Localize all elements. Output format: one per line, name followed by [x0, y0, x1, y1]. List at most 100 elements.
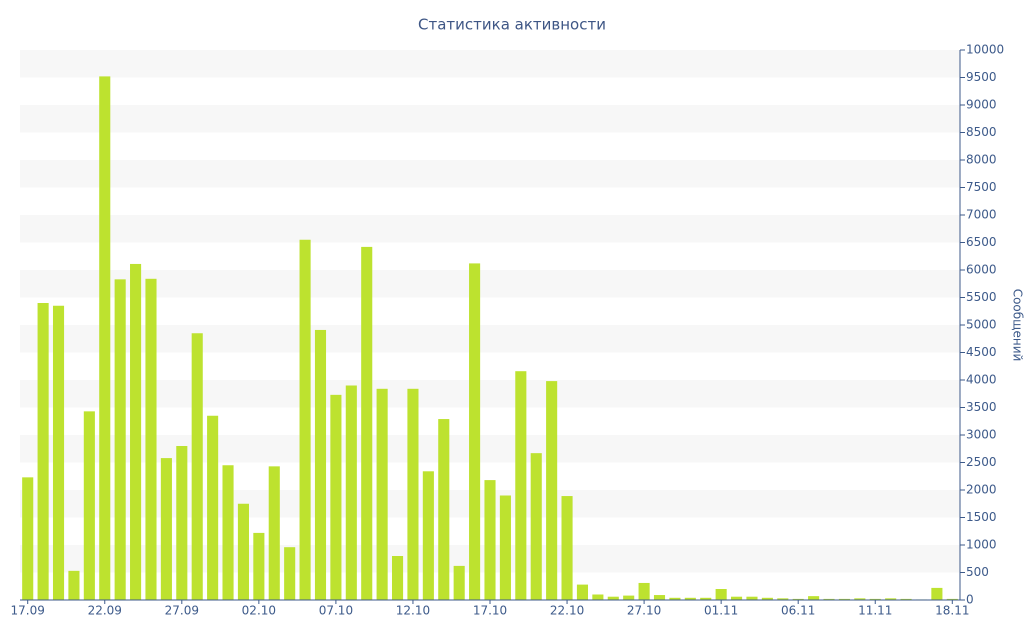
bar — [885, 598, 897, 600]
x-tick-label: 06.11 — [781, 604, 815, 618]
bar — [345, 385, 357, 600]
y-tick-label: 0 — [966, 593, 974, 607]
bar — [99, 76, 111, 600]
y-tick-label: 7500 — [966, 180, 997, 194]
bar — [530, 453, 542, 600]
grid-band — [20, 270, 960, 298]
y-tick-label: 2500 — [966, 455, 997, 469]
bar — [237, 503, 249, 600]
bar — [499, 495, 511, 600]
bar — [253, 532, 265, 600]
bar — [376, 388, 388, 600]
bar — [299, 239, 311, 600]
bar — [546, 381, 558, 600]
bar — [653, 595, 666, 600]
bar — [684, 597, 696, 600]
bar — [207, 415, 219, 600]
bar — [777, 598, 789, 600]
bar — [37, 303, 49, 600]
grid-band — [20, 380, 960, 408]
bar — [869, 598, 881, 600]
bar — [808, 596, 820, 600]
bar — [160, 458, 172, 600]
bar — [746, 596, 758, 600]
bar — [391, 556, 404, 600]
x-tick-label: 17.10 — [473, 604, 507, 618]
y-tick-label: 9500 — [966, 70, 997, 84]
bar — [669, 597, 681, 600]
x-tick-label: 22.10 — [550, 604, 584, 618]
bar — [68, 570, 80, 600]
bar — [931, 587, 943, 600]
bar — [284, 547, 296, 600]
bar — [792, 598, 804, 600]
bar — [314, 329, 327, 600]
bar — [191, 333, 203, 600]
bar — [715, 589, 727, 600]
y-tick-label: 8000 — [966, 153, 997, 167]
bar — [761, 597, 773, 600]
x-tick-label: 27.10 — [627, 604, 661, 618]
bar — [407, 388, 419, 600]
grid-band — [20, 325, 960, 353]
y-tick-label: 8500 — [966, 125, 997, 139]
bar — [453, 565, 465, 600]
bar — [900, 598, 912, 600]
y-tick-label: 1500 — [966, 510, 997, 524]
y-tick-label: 3500 — [966, 400, 997, 414]
bar — [823, 598, 835, 600]
bar — [268, 466, 280, 600]
y-tick-label: 3000 — [966, 428, 997, 442]
y-tick-label: 6000 — [966, 263, 997, 277]
bar — [361, 246, 373, 600]
y-tick-label: 5000 — [966, 318, 997, 332]
x-tick-label: 01.11 — [704, 604, 738, 618]
bar — [422, 471, 434, 600]
x-tick-label: 18.11 — [935, 604, 969, 618]
x-tick-label: 07.10 — [319, 604, 353, 618]
bar — [484, 480, 496, 600]
grid-band — [20, 50, 960, 78]
bar — [731, 596, 743, 600]
y-tick-label: 10000 — [966, 43, 1004, 57]
y-tick-label: 7000 — [966, 208, 997, 222]
bar — [515, 371, 527, 600]
bar — [700, 597, 712, 600]
x-tick-label: 17.09 — [11, 604, 45, 618]
x-tick-label: 02.10 — [242, 604, 276, 618]
y-tick-label: 2000 — [966, 483, 997, 497]
bar — [130, 263, 142, 600]
bar — [576, 584, 589, 600]
bar — [469, 263, 481, 600]
bar — [638, 582, 650, 600]
grid-band — [20, 160, 960, 188]
x-tick-label: 22.09 — [88, 604, 122, 618]
x-tick-label: 11.11 — [858, 604, 892, 618]
bar — [22, 477, 34, 600]
bar — [145, 278, 157, 600]
bar — [561, 496, 573, 600]
bar — [946, 598, 958, 600]
y-tick-label: 4500 — [966, 345, 997, 359]
x-tick-label: 27.09 — [165, 604, 199, 618]
bar — [592, 594, 604, 600]
chart-title: Статистика активности — [418, 16, 606, 34]
bar — [438, 419, 450, 600]
bar — [176, 446, 188, 600]
bar — [114, 279, 126, 600]
y-tick-label: 500 — [966, 565, 989, 579]
bar — [838, 598, 850, 600]
y-tick-label: 4000 — [966, 373, 997, 387]
grid-band — [20, 215, 960, 243]
bar — [222, 465, 234, 600]
grid-band — [20, 105, 960, 133]
bar — [854, 598, 866, 600]
bar — [607, 596, 619, 600]
bar — [52, 305, 65, 600]
y-tick-label: 1000 — [966, 538, 997, 552]
bar — [83, 411, 95, 600]
bar — [623, 595, 635, 600]
y-tick-label: 6500 — [966, 235, 997, 249]
